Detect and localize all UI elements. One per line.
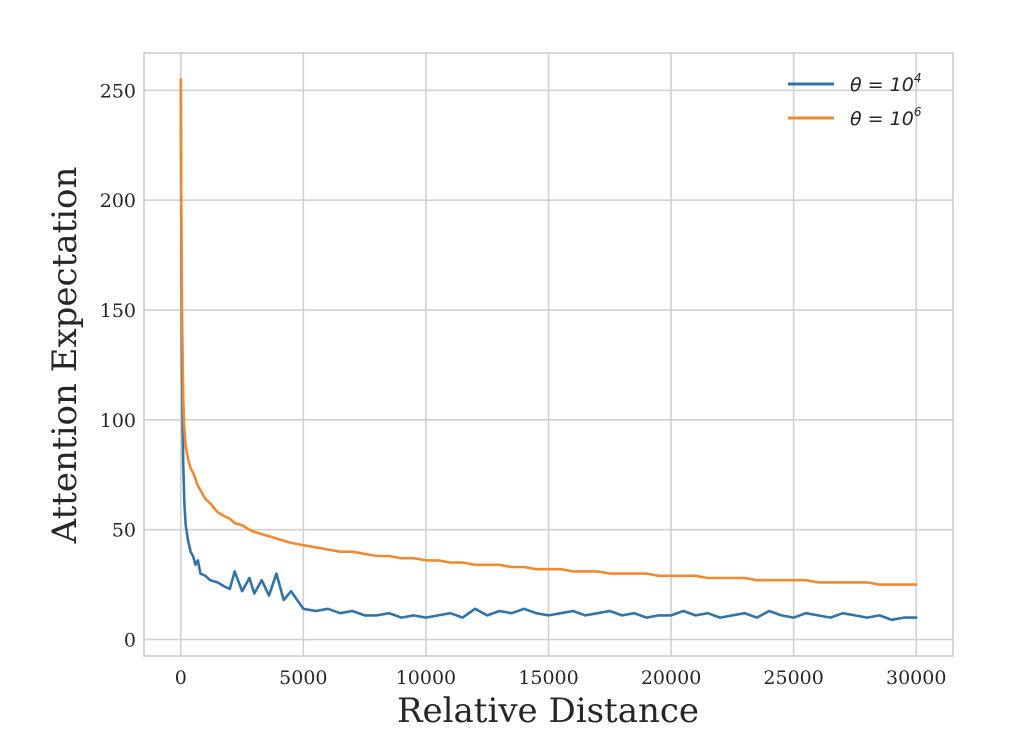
x-tick-label: 30000: [886, 667, 946, 689]
grid-lines: [144, 53, 953, 656]
y-tick-label: 150: [100, 300, 136, 322]
legend-label-1: θ = 104: [850, 71, 921, 96]
x-tick-label: 15000: [518, 667, 578, 689]
y-tick-label: 250: [100, 80, 136, 102]
y-tick-label: 200: [100, 190, 136, 212]
series-layer: [179, 78, 918, 622]
series-line-1: [179, 89, 918, 622]
y-axis-title: Attention Expectation: [45, 167, 85, 545]
x-tick-label: 0: [175, 667, 187, 689]
axis-ticks: 0 5000 10000 15000 20000 25000 30000 0 50 100 150 2…: [100, 80, 947, 689]
legend-label-2: θ = 106: [850, 105, 922, 130]
x-tick-label: 25000: [763, 667, 823, 689]
series-line-2: [179, 78, 918, 586]
x-tick-label: 20000: [641, 667, 701, 689]
plot-frame: [143, 52, 954, 657]
legend: θ = 104 θ = 106: [788, 71, 922, 130]
x-tick-label: 10000: [396, 667, 456, 689]
y-tick-label: 50: [112, 520, 136, 542]
y-tick-label: 100: [100, 410, 136, 432]
y-tick-label: 0: [124, 630, 136, 652]
x-tick-label: 5000: [279, 667, 327, 689]
x-axis-title: Relative Distance: [397, 691, 699, 731]
